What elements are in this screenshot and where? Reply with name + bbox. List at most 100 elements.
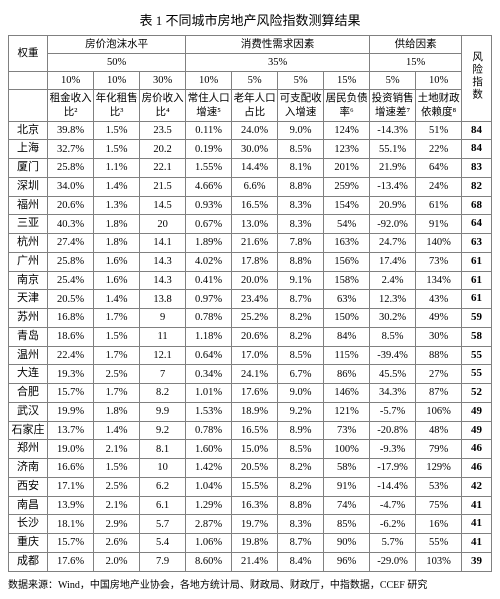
risk-cell: 84: [462, 121, 492, 140]
value-cell: 8.3%: [278, 215, 324, 234]
value-cell: 17.0%: [232, 346, 278, 365]
value-cell: 14.3: [140, 252, 186, 271]
value-cell: 2.1%: [94, 440, 140, 459]
value-cell: 0.67%: [186, 215, 232, 234]
value-cell: 2.0%: [94, 552, 140, 571]
value-cell: 1.7%: [94, 384, 140, 403]
value-cell: 8.8%: [278, 496, 324, 515]
value-cell: 5.4: [140, 534, 186, 553]
value-cell: 8.3%: [278, 196, 324, 215]
col-weight: 30%: [140, 72, 186, 90]
value-cell: -29.0%: [370, 552, 416, 571]
table-row: 石家庄13.7%1.4%9.20.78%16.5%8.9%73%-20.8%48…: [9, 421, 492, 440]
value-cell: 123%: [324, 140, 370, 159]
value-cell: 21.4%: [232, 552, 278, 571]
value-cell: 17.1%: [48, 477, 94, 496]
value-cell: 1.5%: [94, 121, 140, 140]
value-cell: 85%: [324, 515, 370, 534]
col-weight: 10%: [186, 72, 232, 90]
risk-cell: 41: [462, 496, 492, 515]
col-name: 投资销售增速差⁷: [370, 90, 416, 121]
value-cell: 2.1%: [94, 496, 140, 515]
col-name: 年化租售比³: [94, 90, 140, 121]
blank-cell: [9, 90, 48, 121]
value-cell: 20.5%: [232, 459, 278, 478]
value-cell: 24%: [416, 177, 462, 196]
value-cell: 13.7%: [48, 421, 94, 440]
value-cell: 14.1: [140, 234, 186, 253]
value-cell: 15.0%: [232, 440, 278, 459]
value-cell: 73%: [416, 252, 462, 271]
value-cell: 8.1%: [278, 159, 324, 178]
value-cell: 1.29%: [186, 496, 232, 515]
value-cell: 15.7%: [48, 534, 94, 553]
city-cell: 武汉: [9, 402, 48, 421]
value-cell: 150%: [324, 309, 370, 328]
value-cell: 9.0%: [278, 384, 324, 403]
value-cell: 14.3: [140, 271, 186, 290]
city-cell: 北京: [9, 121, 48, 140]
value-cell: 64%: [416, 159, 462, 178]
value-cell: 27%: [416, 365, 462, 384]
value-cell: 27.4%: [48, 234, 94, 253]
blank-cell: [9, 72, 48, 90]
value-cell: 6.2: [140, 477, 186, 496]
risk-cell: 39: [462, 552, 492, 571]
table-row: 温州22.4%1.7%12.10.64%17.0%8.5%115%-39.4%8…: [9, 346, 492, 365]
value-cell: 39.8%: [48, 121, 94, 140]
value-cell: 16.3%: [232, 496, 278, 515]
value-cell: -9.3%: [370, 440, 416, 459]
table-title: 表 1 不同城市房地产风险指数测算结果: [8, 10, 492, 29]
risk-cell: 55: [462, 346, 492, 365]
value-cell: 103%: [416, 552, 462, 571]
value-cell: 20.6%: [232, 327, 278, 346]
value-cell: 4.66%: [186, 177, 232, 196]
table-row: 郑州19.0%2.1%8.11.60%15.0%8.5%100%-9.3%79%…: [9, 440, 492, 459]
risk-cell: 63: [462, 234, 492, 253]
col-weight: 10%: [416, 72, 462, 90]
value-cell: 1.8%: [94, 234, 140, 253]
table-row: 重庆15.7%2.6%5.41.06%19.8%8.7%90%5.7%55%41: [9, 534, 492, 553]
value-cell: 9.9: [140, 402, 186, 421]
value-cell: 18.6%: [48, 327, 94, 346]
table-row: 武汉19.9%1.8%9.91.53%18.9%9.2%121%-5.7%106…: [9, 402, 492, 421]
city-cell: 西安: [9, 477, 48, 496]
value-cell: 58%: [324, 459, 370, 478]
risk-cell: 52: [462, 384, 492, 403]
risk-cell: 41: [462, 534, 492, 553]
risk-cell: 68: [462, 196, 492, 215]
value-cell: 30%: [416, 327, 462, 346]
value-cell: 1.1%: [94, 159, 140, 178]
value-cell: 16.6%: [48, 459, 94, 478]
table-row: 深圳34.0%1.4%21.54.66%6.6%8.8%259%-13.4%24…: [9, 177, 492, 196]
value-cell: 30.0%: [232, 140, 278, 159]
value-cell: 8.8%: [278, 177, 324, 196]
value-cell: 201%: [324, 159, 370, 178]
value-cell: 0.78%: [186, 309, 232, 328]
value-cell: 106%: [416, 402, 462, 421]
value-cell: 6.1: [140, 496, 186, 515]
value-cell: 23.4%: [232, 290, 278, 309]
table-row: 苏州16.8%1.7%90.78%25.2%8.2%150%30.2%49%59: [9, 309, 492, 328]
value-cell: 1.7%: [94, 346, 140, 365]
table-row: 南京25.4%1.6%14.30.41%20.0%9.1%158%2.4%134…: [9, 271, 492, 290]
value-cell: 1.06%: [186, 534, 232, 553]
value-cell: 1.60%: [186, 440, 232, 459]
value-cell: 8.5%: [278, 440, 324, 459]
risk-cell: 61: [462, 252, 492, 271]
group-supply: 供给因素: [370, 36, 462, 54]
value-cell: 8.2%: [278, 309, 324, 328]
risk-index-table: 权重 房价泡沫水平 消费性需求因素 供给因素 风险指数 50% 35% 15% …: [8, 35, 492, 572]
value-cell: 79%: [416, 440, 462, 459]
value-cell: 1.7%: [94, 309, 140, 328]
risk-cell: 46: [462, 459, 492, 478]
risk-cell: 61: [462, 271, 492, 290]
value-cell: -4.7%: [370, 496, 416, 515]
value-cell: 8.2%: [278, 459, 324, 478]
value-cell: 2.6%: [94, 534, 140, 553]
table-row: 厦门25.8%1.1%22.11.55%14.4%8.1%201%21.9%64…: [9, 159, 492, 178]
value-cell: 9: [140, 309, 186, 328]
value-cell: 0.41%: [186, 271, 232, 290]
city-cell: 长沙: [9, 515, 48, 534]
value-cell: 91%: [324, 477, 370, 496]
